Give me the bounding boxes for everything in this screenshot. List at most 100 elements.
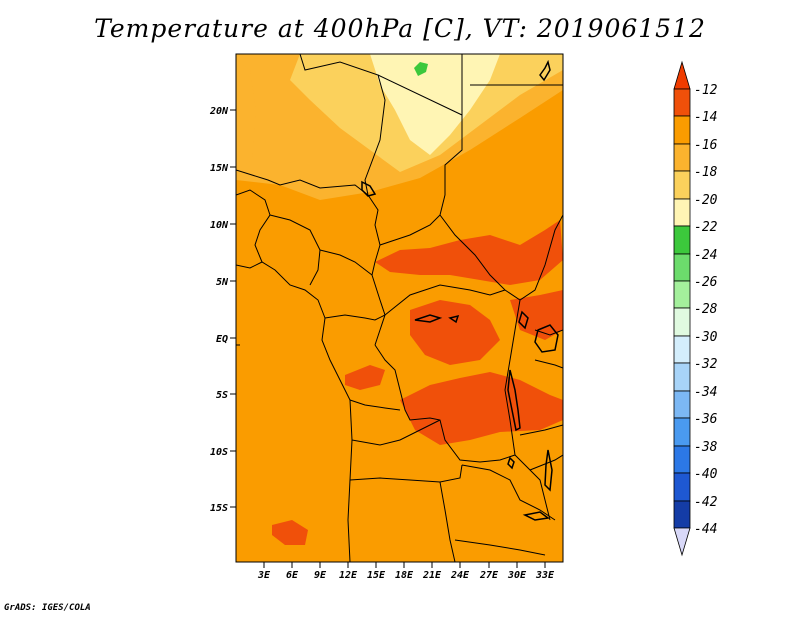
colorbar-label: -42 [694,495,718,510]
x-tick: 33E [535,562,555,581]
y-tick-label: 5S [216,390,228,401]
colorbar-label: -14 [694,110,717,125]
x-tick-label: 6E [286,570,299,581]
y-tick-label: 15S [210,503,228,514]
colorbar-segment-minus14 [673,115,691,145]
lake-chad [361,180,377,197]
x-tick: 21E [422,562,442,581]
colorbar-label: -30 [694,330,718,345]
field-band-minus20 [370,54,500,155]
lake-mweru [507,456,515,470]
colorbar-labels: -12 -14 -16 -18 -20 -22 -24 -26 -28 -30 … [694,83,718,537]
lake-victoria [534,324,559,353]
lake-mozambique [522,511,550,521]
border-line-23 [529,454,563,471]
colorbar-label: -18 [694,165,718,180]
border-line-5 [367,194,386,346]
map-frame [235,53,564,563]
colorbar-segment-minus44-arrow [673,527,691,557]
lake-congo-2 [448,314,460,324]
lake-tanganyika [507,369,521,432]
credit-text: GrADS: IGES/COLA [4,603,91,613]
y-tick: EQ [216,334,236,345]
colorbar-segment-minus28 [673,307,691,337]
y-tick: 15N [210,163,236,174]
x-tick-label: 33E [535,570,555,581]
field-band-minus12-west-coast [345,365,385,390]
x-tick-label: 30E [507,570,527,581]
y-tick: 20N [209,106,236,117]
colorbar-label: -28 [694,302,718,317]
border-line-16 [349,464,463,483]
colorbar-segment-minus18 [673,170,691,200]
border-line-6 [379,214,441,246]
x-tick: 24E [450,562,470,581]
colorbar-segment-minus38 [673,445,691,474]
x-tick-label: 27E [479,570,499,581]
colorbar-segment-minus12 [673,88,691,117]
field-band-minus12-north [375,220,563,285]
map-title: Temperature at 400hPa [C], VT: 201906151… [94,14,706,43]
x-tick: 18E [395,562,414,581]
y-tick-label: EQ [216,334,228,345]
lake-congo-1 [414,314,443,323]
border-line-17 [439,481,456,562]
border-line-7 [439,214,563,301]
x-tick-label: 18E [395,570,414,581]
border-line-15 [351,419,441,446]
y-tick: 10S [210,447,236,458]
field-band-minus12-east [510,290,563,340]
field-band-minus12-south [400,372,563,445]
x-tick-label: 15E [367,570,386,581]
border-line-14 [349,399,401,411]
x-tick: 12E [339,562,358,581]
colorbar-segment-minus22 [673,225,691,255]
x-tick: 3E [257,562,271,581]
colorbar-label: -36 [694,412,718,427]
colorbar-label: -38 [694,440,718,455]
field-band-minus16-west [236,60,256,170]
colorbar-label: -22 [694,220,718,235]
y-tick-label: 10N [210,220,229,231]
colorbar-segment-minus24 [673,253,691,282]
colorbar-label: -16 [694,138,718,153]
y-tick: 15S [210,503,236,514]
colorbar-segment-minus20 [673,198,691,227]
colorbar-label: -44 [694,522,717,537]
y-tick-label: 20N [209,106,229,117]
y-tick: 10N [210,220,236,231]
border-line-13 [374,344,516,463]
colorbar-segment-minus32 [673,362,691,392]
border-line-22 [519,424,563,436]
x-tick: 9E [314,562,327,581]
y-tick: 5N [216,277,236,288]
x-tick: 27E [479,562,499,581]
lakes [361,59,559,521]
colorbar-label: -32 [694,357,718,372]
x-tick: 15E [367,562,386,581]
lake-red-sea-coast [539,59,551,82]
border-line-9 [269,214,321,286]
x-tick-label: 3E [257,570,271,581]
country-borders [236,54,563,562]
border-line-11 [324,314,386,321]
border-line-10 [319,249,373,276]
colorbar-label: -20 [694,193,718,208]
border-line-18 [461,464,556,521]
lake-albert [518,310,529,330]
colorbar-top-arrow [673,60,691,90]
x-tick: 6E [286,562,299,581]
border-line-21 [534,359,563,369]
x-axis: 3E 6E 9E 12E 15E 18E 21E 24E [257,562,555,581]
border-line-20 [534,329,563,336]
colorbar-segment-minus26 [673,280,691,309]
border-line-24 [454,539,546,556]
colorbar [673,60,691,557]
colorbar-segment-minus34 [673,390,691,419]
colorbar-segment-minus16 [673,143,691,172]
x-tick-label: 24E [450,570,470,581]
colorbar-label: -12 [694,83,718,98]
field-band-minus22 [414,62,428,76]
field-band-minus12-southwest [272,520,308,545]
